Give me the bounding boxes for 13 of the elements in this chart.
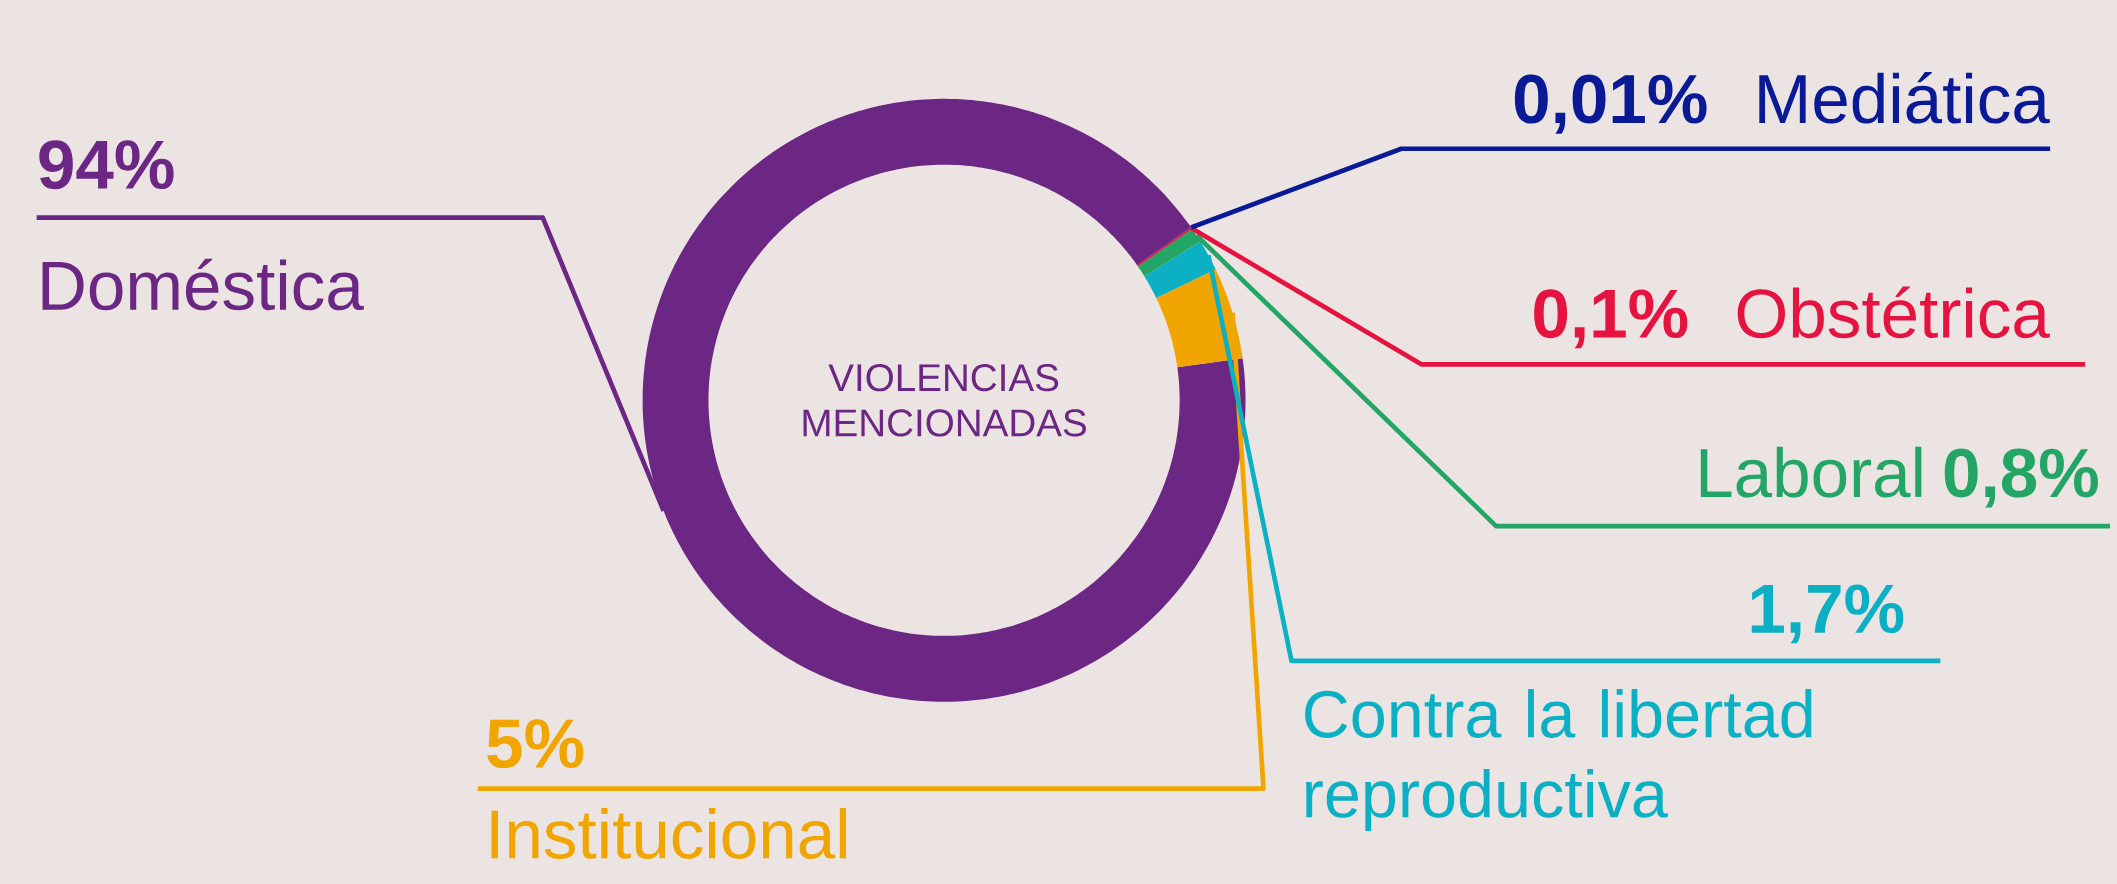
slice-label: Doméstica — [42, 258, 364, 311]
slice-label: Obstétrica — [1737, 286, 2050, 339]
data-label: 0,01% — [1514, 74, 1707, 134]
data-label: 94% — [39, 139, 174, 189]
slice-label: Contra la libertad reproductiva — [1305, 688, 1812, 831]
slice-label: Institucional — [491, 807, 846, 859]
slice-label: Mediática — [1759, 71, 2050, 124]
data-label: 1,7% — [1751, 584, 1904, 644]
data-label: 0,1% — [1534, 289, 1688, 349]
text: VIOLENCIAS MENCIONADAS — [803, 363, 1086, 437]
data-label: 5% — [487, 719, 584, 768]
data-label: 0,8% — [1944, 448, 2098, 508]
slice-label: Laboral — [1700, 446, 1922, 498]
